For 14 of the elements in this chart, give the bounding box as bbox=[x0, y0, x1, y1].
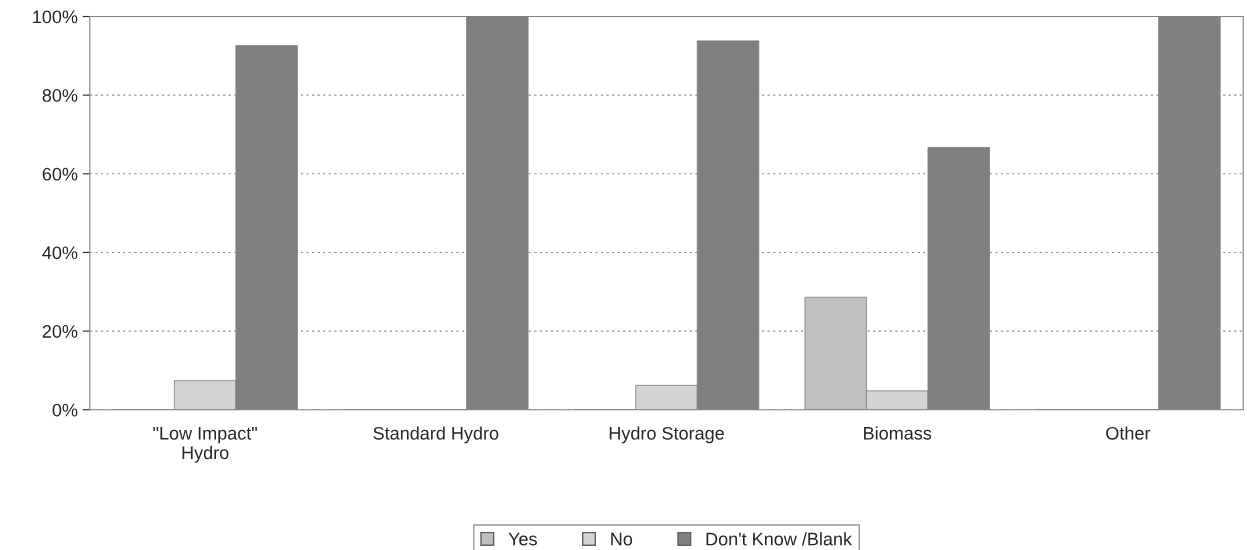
y-tick-label: 80% bbox=[42, 89, 78, 102]
y-tick-label: 60% bbox=[42, 167, 78, 181]
x-tick-label: Biomass bbox=[864, 426, 932, 440]
y-tick-label: 40% bbox=[42, 246, 78, 260]
x-tick-label: "Low Impact" Hydro bbox=[153, 427, 257, 463]
y-tick-label: 20% bbox=[42, 325, 78, 338]
legend-label: Don't Know /Blank bbox=[706, 532, 853, 546]
x-tick-label: Other bbox=[1106, 426, 1151, 440]
y-tick-label: 0% bbox=[52, 403, 78, 417]
x-tick-label: Hydro Storage bbox=[609, 426, 724, 444]
legend-label: No bbox=[611, 532, 633, 546]
y-tick-label: 100% bbox=[33, 10, 78, 24]
legend-label: Yes bbox=[508, 532, 537, 546]
x-tick-label: Standard Hydro bbox=[373, 426, 499, 444]
